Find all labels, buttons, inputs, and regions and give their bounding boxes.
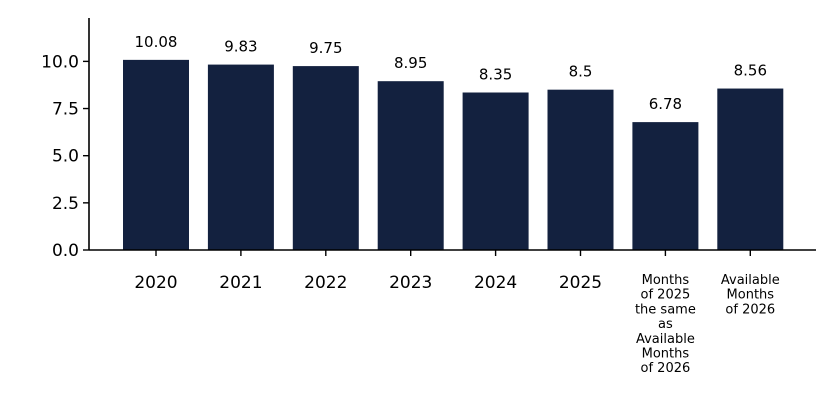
x-tick-label: 2023 (389, 273, 432, 293)
bar (292, 66, 359, 250)
bar (717, 88, 784, 250)
bar (632, 122, 699, 250)
y-tick-label: 7.5 (52, 100, 79, 120)
y-tick-label: 2.5 (52, 194, 79, 214)
data-labels-group: 10.08 9.83 9.75 8.95 8.35 8.5 6.78 8.56 (135, 33, 767, 113)
data-label: 6.78 (649, 95, 682, 113)
bar (547, 89, 614, 250)
bar (207, 64, 274, 250)
x-tick-label: Available Months of 2026 (721, 273, 780, 317)
data-label: 9.75 (309, 39, 342, 57)
bars-group (123, 59, 784, 251)
bar (123, 59, 189, 250)
x-tick-label: 2020 (134, 273, 177, 293)
data-label: 8.35 (479, 66, 512, 84)
x-axis: 2020 2021 2022 2023 2024 2025 Months of 2025 the… (89, 249, 816, 376)
y-tick-label: 10.0 (41, 52, 79, 72)
y-axis: 0.0 2.5 5.0 7.5 10.0 (41, 18, 90, 261)
data-label: 8.95 (394, 54, 427, 72)
x-tick-label: 2022 (304, 273, 347, 293)
x-tick-label: Months of 2025 the same as Available Months of… (635, 273, 696, 376)
data-label: 9.83 (224, 38, 257, 56)
data-label: 8.5 (569, 63, 593, 81)
x-tick-label: 2021 (219, 273, 262, 293)
data-label: 8.56 (734, 62, 767, 80)
y-tick-label: 0.0 (52, 241, 79, 261)
y-tick-label: 5.0 (52, 147, 79, 167)
bar (377, 81, 444, 251)
bar (462, 92, 529, 251)
x-tick-label: 2025 (559, 273, 602, 293)
data-label: 10.08 (135, 33, 178, 51)
x-tick-label: 2024 (474, 273, 517, 293)
